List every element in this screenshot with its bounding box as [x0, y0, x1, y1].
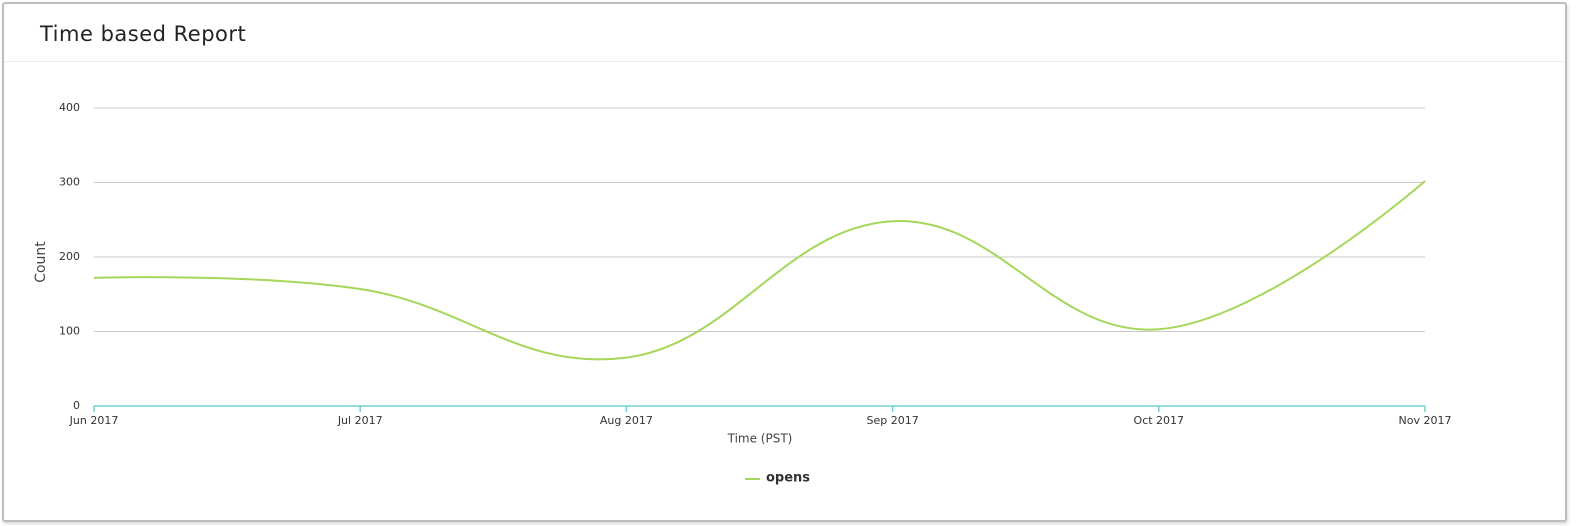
- legend-label: opens: [766, 471, 810, 486]
- y-tick-label: 400: [59, 101, 80, 114]
- chart-title: Time based Report: [40, 22, 247, 46]
- y-tick-label: 0: [73, 399, 80, 412]
- x-tick-label: Nov 2017: [1399, 414, 1452, 427]
- card-header: Time based Report: [4, 4, 1565, 62]
- y-tick-label: 100: [59, 325, 80, 338]
- y-tick-label: 200: [59, 250, 80, 263]
- x-tick-label: Jun 2017: [69, 414, 119, 427]
- y-axis-title: Count: [33, 241, 49, 283]
- x-tick-label: Sep 2017: [866, 414, 918, 427]
- line-series: [93, 180, 1426, 361]
- x-tick-label: Oct 2017: [1134, 414, 1185, 427]
- x-tick-label: Jul 2017: [337, 414, 383, 427]
- y-tick-label: 300: [59, 176, 80, 189]
- x-tick-label: Aug 2017: [600, 414, 653, 427]
- x-axis-title: Time (PST): [727, 432, 793, 446]
